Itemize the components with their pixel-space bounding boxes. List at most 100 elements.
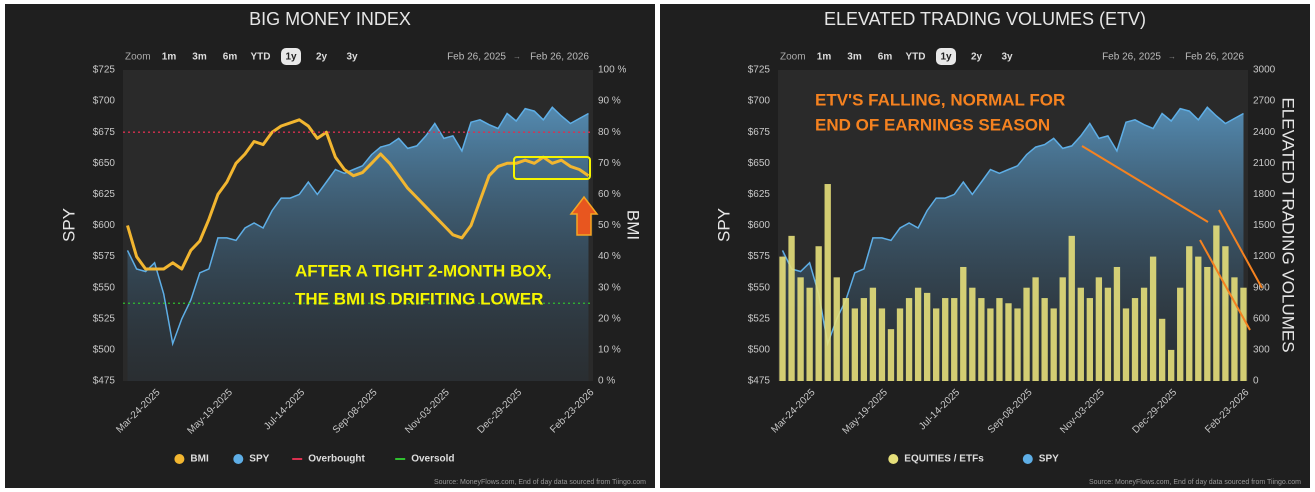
y-tick-label: $725 [93, 65, 116, 76]
range-arrow: → [513, 52, 521, 61]
y2-tick-label: 10 % [598, 345, 621, 356]
y2-tick-label: 1500 [1253, 220, 1276, 231]
legend-label[interactable]: Oversold [411, 454, 454, 465]
callouts [513, 145, 1263, 331]
bar [1168, 349, 1175, 381]
range-start: Feb 26, 2025 [1102, 52, 1161, 63]
annotation: END OF EARNINGS SEASON [815, 115, 1050, 134]
zoom-button[interactable]: 3m [847, 52, 862, 63]
legend-label[interactable]: BMI [190, 454, 209, 465]
y2-tick-label: 2400 [1253, 127, 1276, 138]
zoom-button[interactable]: 3y [1001, 52, 1013, 63]
zoom-button[interactable]: 2y [316, 52, 328, 63]
bar [987, 308, 994, 381]
bar [1041, 298, 1048, 381]
y2-tick-label: 1800 [1253, 189, 1276, 200]
bar [1204, 266, 1211, 381]
bar [815, 246, 822, 381]
source: Source: MoneyFlows.com, End of day data … [434, 479, 646, 486]
zoom-button[interactable]: 1y [940, 52, 952, 63]
bar [1077, 287, 1084, 381]
range-end: Feb 26, 2026 [530, 52, 589, 63]
legend-marker [233, 454, 244, 464]
y2-tick-label: 90 % [598, 96, 621, 107]
zoom-button[interactable]: 3m [192, 52, 207, 63]
bar [806, 287, 813, 381]
y2-tick-label: 30 % [598, 282, 621, 293]
zoom-button[interactable]: 1y [285, 52, 297, 63]
y-tick-label: $500 [93, 345, 116, 356]
bar [1014, 308, 1021, 381]
y-tick-label: $700 [93, 96, 116, 107]
bar [1059, 277, 1066, 381]
zoom-button[interactable]: 1m [162, 52, 177, 63]
bar [788, 235, 795, 381]
y-tick-label: $525 [93, 313, 116, 324]
bar [833, 277, 840, 381]
bar [1095, 277, 1103, 381]
range-end: Feb 26, 2026 [1185, 52, 1244, 63]
bar [1086, 298, 1093, 381]
bar [1068, 235, 1075, 381]
y2-tick-label: 2700 [1253, 96, 1276, 107]
bar [1177, 287, 1184, 381]
annotation: AFTER A TIGHT 2-MONTH BOX, [295, 261, 552, 280]
zoom-button[interactable]: 3y [346, 52, 358, 63]
zoom-label: Zoom [125, 52, 151, 63]
bar [887, 329, 895, 381]
bar [1131, 298, 1139, 381]
range-arrow: → [1168, 52, 1176, 61]
y-tick-label: $600 [93, 220, 116, 231]
annotation: ETV'S FALLING, NORMAL FOR [815, 90, 1065, 109]
y2-tick-label: 300 [1253, 345, 1270, 356]
bar [942, 298, 949, 381]
bar [1222, 246, 1229, 381]
legend-label[interactable]: EQUITIES / ETFs [904, 454, 984, 465]
legend-label[interactable]: SPY [1039, 454, 1059, 465]
bar [779, 256, 786, 381]
y-tick-label: $575 [93, 251, 116, 262]
y2-tick-label: 0 % [598, 376, 615, 387]
y2-tick-label: 40 % [598, 251, 621, 262]
y-axis-label: SPY [59, 208, 78, 242]
legend-label[interactable]: Overbought [308, 454, 365, 465]
highlight-box [513, 156, 591, 180]
y-tick-label: $575 [748, 251, 771, 262]
y-tick-label: $625 [93, 189, 116, 200]
zoom-button[interactable]: 6m [223, 52, 238, 63]
bar [1149, 256, 1157, 381]
bar [969, 287, 976, 381]
bar [851, 308, 858, 381]
trend-line [1199, 239, 1251, 331]
y2-axis-label: BMI [624, 210, 643, 240]
zoom-button[interactable]: YTD [906, 52, 926, 63]
zoom-button[interactable]: 6m [878, 52, 893, 63]
bar [896, 308, 904, 381]
bar [1158, 318, 1166, 381]
bar [869, 287, 877, 381]
bar [1023, 287, 1030, 381]
bar [842, 298, 849, 381]
y-tick-label: $650 [93, 158, 116, 169]
trend-line [1081, 145, 1209, 223]
zoom-button[interactable]: 1m [817, 52, 832, 63]
legend-label[interactable]: SPY [249, 454, 269, 465]
trend-line [1218, 209, 1263, 289]
y-tick-label: $600 [748, 220, 771, 231]
y-tick-label: $550 [748, 282, 771, 293]
y2-tick-label: 60 % [598, 189, 621, 200]
zoom-button[interactable]: 2y [971, 52, 983, 63]
y-tick-label: $725 [748, 65, 771, 76]
y-tick-label: $650 [748, 158, 771, 169]
area-line [781, 106, 1244, 347]
bar [1113, 266, 1121, 381]
y2-tick-label: 2100 [1253, 158, 1276, 169]
bar [1005, 303, 1012, 381]
y-tick-label: $625 [748, 189, 771, 200]
y-axis-label: SPY [714, 208, 733, 242]
legend-marker [888, 454, 899, 464]
zoom-selected [281, 48, 301, 65]
bar [1195, 256, 1202, 381]
zoom-button[interactable]: YTD [251, 52, 271, 63]
